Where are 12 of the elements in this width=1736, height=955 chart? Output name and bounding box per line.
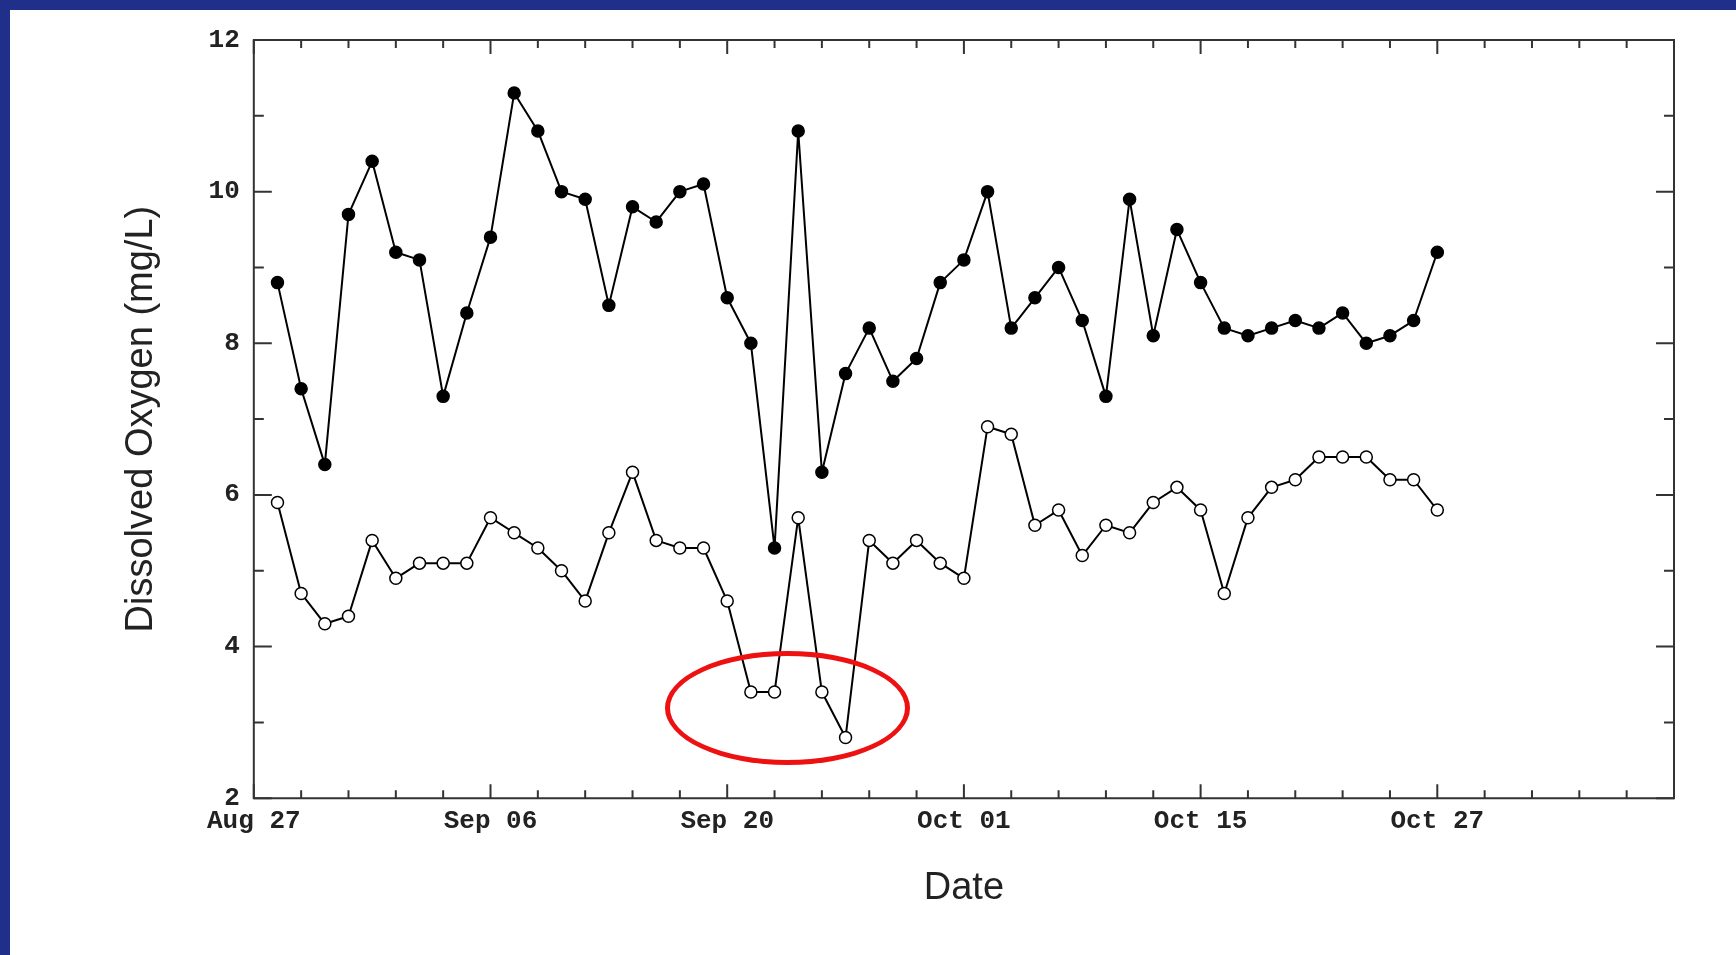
x-tick-label: Sep 06 (443, 806, 538, 837)
y-tick-label: 4 (224, 631, 240, 662)
y-tick-label: 10 (208, 176, 240, 207)
x-tick-label: Oct 01 (917, 806, 1011, 837)
x-axis-title: Date (923, 864, 1005, 907)
y-tick-label: 6 (224, 479, 240, 510)
x-tick-label: Oct 27 (1390, 806, 1485, 837)
y-tick-label: 12 (208, 24, 240, 55)
y-axis-title: Dissolved Oxygen (mg/L) (118, 205, 161, 633)
y-tick-label: 8 (224, 327, 240, 358)
x-tick-label: Sep 20 (680, 806, 775, 837)
x-tick-label: Oct 15 (1153, 806, 1248, 837)
